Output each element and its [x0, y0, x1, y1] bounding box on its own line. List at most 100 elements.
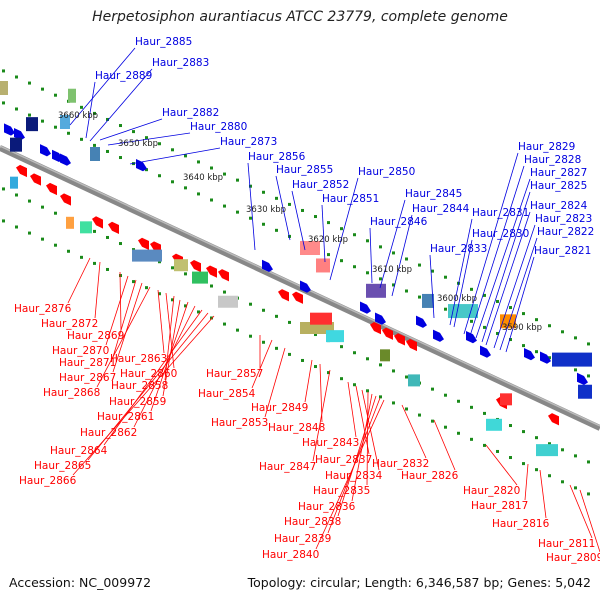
marker-dot	[509, 306, 512, 310]
marker-dot	[223, 322, 226, 326]
leader-line	[157, 289, 165, 354]
marker-dot	[483, 325, 486, 329]
leader-line	[391, 214, 413, 297]
marker-dot	[15, 225, 18, 229]
marker-dot	[353, 265, 356, 269]
marker-dot	[80, 255, 83, 259]
marker-dot	[379, 395, 382, 399]
gene-label-lower: Haur_2820	[463, 485, 520, 497]
forward-gene-arrow	[466, 330, 477, 344]
leader-line	[94, 261, 101, 319]
leader-line	[85, 81, 96, 139]
gene-label-lower: Haur_2816	[492, 518, 550, 530]
forward-gene-arrow	[262, 259, 273, 273]
marker-dot	[15, 107, 18, 111]
marker-dot	[483, 443, 486, 447]
gene-label-lower: Haur_2847	[259, 461, 316, 473]
gene-label-upper: Haur_2846	[370, 216, 428, 228]
gene-label-upper: Haur_2880	[190, 121, 247, 133]
leader-line	[89, 68, 153, 142]
leader-line	[453, 239, 473, 328]
gene-label-lower: Haur_2858	[111, 380, 168, 392]
leader-line	[499, 237, 538, 351]
marker-dots	[2, 69, 590, 496]
marker-dot	[80, 137, 83, 141]
leader-line	[329, 177, 359, 281]
gene-block	[310, 312, 332, 325]
gene-label-lower: Haur_2865	[34, 460, 91, 472]
forward-gene-arrow	[577, 372, 588, 386]
gene-label-lower: Haur_2864	[50, 445, 108, 457]
gene-label-upper: Haur_2851	[322, 193, 379, 205]
gene-label-upper: Haur_2833	[430, 243, 487, 255]
marker-dot	[483, 293, 486, 297]
gene-label-lower: Haur_2848	[268, 422, 325, 434]
marker-dot	[548, 442, 551, 446]
marker-dot	[119, 242, 122, 246]
marker-dot	[210, 284, 213, 288]
marker-dot	[236, 210, 239, 214]
marker-dot	[392, 251, 395, 255]
marker-dot	[496, 299, 499, 303]
marker-dot	[470, 405, 473, 409]
gene-label-upper: Haur_2852	[292, 179, 349, 191]
leader-line	[505, 256, 535, 353]
leader-line	[379, 199, 406, 289]
gene-block	[174, 259, 188, 272]
marker-dot	[353, 233, 356, 237]
marker-dot	[483, 411, 486, 415]
forward-gene-arrow	[14, 128, 25, 141]
leader-line	[485, 211, 531, 346]
marker-dot	[262, 308, 265, 312]
leader-line	[569, 484, 593, 539]
gene-label-upper: Haur_2824	[530, 200, 588, 212]
gene-block	[300, 241, 320, 255]
marker-dot	[249, 302, 252, 306]
marker-dot	[106, 117, 109, 121]
gene-block	[500, 393, 512, 406]
marker-dot	[93, 111, 96, 115]
marker-dot	[574, 454, 577, 458]
marker-dot	[132, 280, 135, 284]
leader-line	[319, 363, 323, 423]
marker-dot	[197, 310, 200, 314]
marker-dot	[171, 298, 174, 302]
gene-label-lower: Haur_2862	[80, 427, 137, 439]
reverse-gene-arrow	[394, 333, 405, 346]
marker-dot	[249, 184, 252, 188]
marker-dot	[93, 261, 96, 265]
marker-dot	[522, 430, 525, 434]
marker-dot	[223, 204, 226, 208]
leader-line	[251, 339, 273, 389]
marker-dot	[119, 274, 122, 278]
gene-block	[68, 88, 76, 103]
marker-dot	[574, 486, 577, 490]
marker-dot	[262, 340, 265, 344]
marker-dot	[587, 492, 590, 496]
gene-block	[10, 137, 22, 152]
gene-label-lower: Haur_2834	[325, 470, 383, 482]
marker-dot	[340, 377, 343, 381]
gene-label-upper: Haur_2823	[535, 213, 592, 225]
leader-line	[355, 385, 370, 455]
gene-block	[316, 258, 330, 273]
marker-dot	[54, 125, 57, 129]
marker-dot	[184, 154, 187, 158]
marker-dot	[67, 249, 70, 253]
marker-dot	[561, 480, 564, 484]
marker-dot	[366, 239, 369, 243]
reverse-gene-arrow	[92, 216, 103, 229]
leader-line	[493, 224, 536, 349]
marker-dot	[28, 199, 31, 203]
marker-dot	[275, 314, 278, 318]
gene-label-lower: Haur_2817	[471, 500, 528, 512]
marker-dot	[145, 136, 148, 140]
leader-line	[449, 218, 473, 326]
marker-dot	[470, 287, 473, 291]
forward-gene-arrow	[300, 280, 311, 293]
scale-tick-label: 3650 kbp	[118, 139, 158, 149]
marker-dot	[405, 257, 408, 261]
marker-dot	[444, 307, 447, 311]
marker-dot	[353, 351, 356, 355]
marker-dot	[106, 267, 109, 271]
